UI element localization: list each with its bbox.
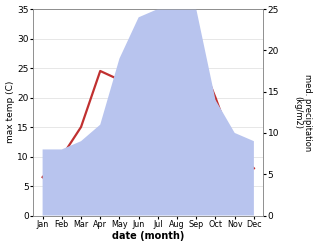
- X-axis label: date (month): date (month): [112, 231, 184, 242]
- Y-axis label: med. precipitation
(kg/m2): med. precipitation (kg/m2): [293, 74, 313, 151]
- Y-axis label: max temp (C): max temp (C): [5, 81, 15, 144]
